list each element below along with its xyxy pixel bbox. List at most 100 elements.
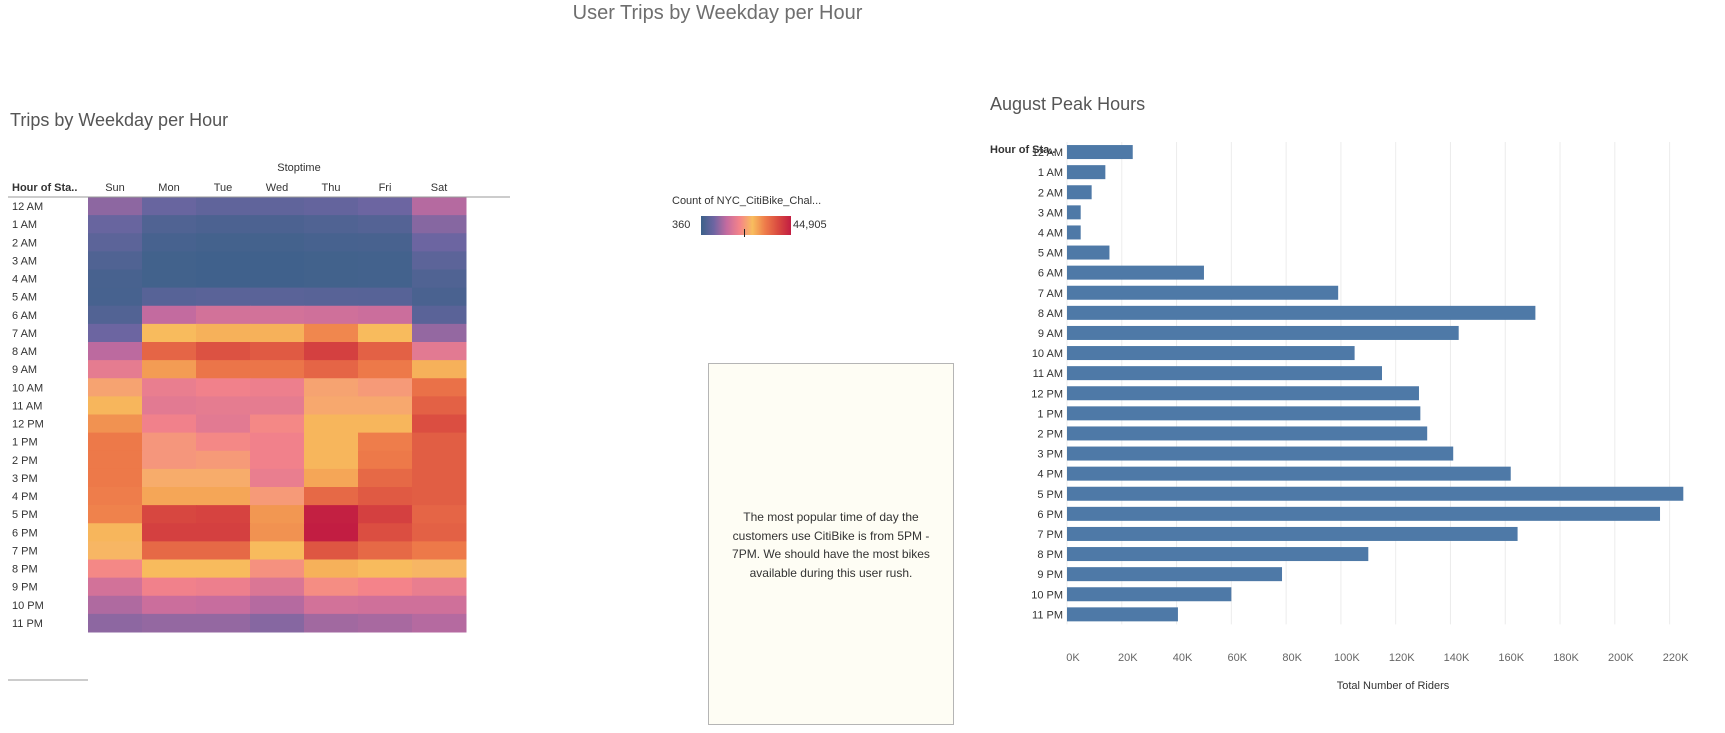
heatmap-cell[interactable] [88, 414, 143, 434]
heatmap-cell[interactable] [304, 559, 359, 579]
heatmap-cell[interactable] [412, 577, 467, 597]
heatmap-cell[interactable] [304, 269, 359, 289]
heatmap-cell[interactable] [358, 269, 413, 289]
heatmap-cell[interactable] [250, 215, 305, 234]
heatmap-cell[interactable] [412, 559, 467, 579]
heatmap-cell[interactable] [88, 197, 143, 216]
heatmap-cell[interactable] [142, 305, 197, 325]
bar[interactable] [1067, 205, 1081, 220]
heatmap-cell[interactable] [358, 414, 413, 434]
heatmap-cell[interactable] [88, 577, 143, 597]
heatmap-cell[interactable] [88, 215, 143, 234]
heatmap-cell[interactable] [250, 577, 305, 597]
heatmap-cell[interactable] [412, 450, 467, 470]
heatmap-cell[interactable] [304, 595, 359, 615]
heatmap-cell[interactable] [250, 613, 305, 633]
heatmap-cell[interactable] [358, 197, 413, 216]
heatmap-cell[interactable] [358, 523, 413, 542]
heatmap-cell[interactable] [142, 323, 197, 343]
heatmap-cell[interactable] [250, 505, 305, 524]
heatmap-cell[interactable] [304, 197, 359, 216]
bar[interactable] [1067, 366, 1382, 381]
heatmap-cell[interactable] [304, 378, 359, 397]
heatmap-cell[interactable] [412, 233, 467, 252]
heatmap-cell[interactable] [196, 541, 251, 560]
heatmap-cell[interactable] [142, 577, 197, 597]
heatmap-cell[interactable] [196, 414, 251, 434]
heatmap-cell[interactable] [250, 197, 305, 216]
heatmap-cell[interactable] [358, 378, 413, 397]
heatmap-cell[interactable] [142, 360, 197, 379]
heatmap-cell[interactable] [196, 487, 251, 506]
heatmap-cell[interactable] [142, 287, 197, 307]
heatmap-cell[interactable] [304, 450, 359, 470]
heatmap-cell[interactable] [196, 360, 251, 379]
heatmap-cell[interactable] [358, 396, 413, 415]
heatmap-cell[interactable] [250, 305, 305, 325]
heatmap-cell[interactable] [358, 505, 413, 524]
bar[interactable] [1067, 225, 1081, 240]
bar[interactable] [1067, 265, 1204, 280]
heatmap-cell[interactable] [304, 287, 359, 307]
heatmap-cell[interactable] [412, 197, 467, 216]
heatmap-cell[interactable] [142, 450, 197, 470]
heatmap-cell[interactable] [304, 396, 359, 415]
heatmap-cell[interactable] [142, 487, 197, 506]
heatmap-cell[interactable] [88, 487, 143, 506]
bar[interactable] [1067, 587, 1232, 602]
heatmap-cell[interactable] [88, 360, 143, 379]
heatmap-cell[interactable] [358, 360, 413, 379]
heatmap-cell[interactable] [88, 251, 143, 270]
bar[interactable] [1067, 285, 1339, 300]
heatmap-cell[interactable] [412, 505, 467, 524]
heatmap-cell[interactable] [142, 197, 197, 216]
heatmap-cell[interactable] [142, 505, 197, 524]
heatmap-cell[interactable] [196, 595, 251, 615]
heatmap-cell[interactable] [304, 577, 359, 597]
heatmap-cell[interactable] [196, 378, 251, 397]
heatmap-cell[interactable] [142, 432, 197, 452]
heatmap-cell[interactable] [358, 323, 413, 343]
heatmap-cell[interactable] [196, 559, 251, 579]
heatmap-cell[interactable] [196, 323, 251, 343]
heatmap-cell[interactable] [88, 613, 143, 633]
heatmap-cell[interactable] [250, 251, 305, 270]
heatmap-cell[interactable] [304, 505, 359, 524]
heatmap-cell[interactable] [250, 487, 305, 506]
heatmap-cell[interactable] [250, 378, 305, 397]
heatmap-cell[interactable] [250, 414, 305, 434]
heatmap-cell[interactable] [88, 378, 143, 397]
heatmap-cell[interactable] [412, 323, 467, 343]
heatmap-cell[interactable] [250, 432, 305, 452]
bar[interactable] [1067, 185, 1092, 200]
heatmap-cell[interactable] [304, 468, 359, 488]
heatmap-cell[interactable] [412, 360, 467, 379]
heatmap-cell[interactable] [358, 305, 413, 325]
heatmap-cell[interactable] [88, 505, 143, 524]
heatmap-cell[interactable] [142, 468, 197, 488]
heatmap-cell[interactable] [358, 287, 413, 307]
heatmap-cell[interactable] [412, 414, 467, 434]
heatmap-cell[interactable] [412, 595, 467, 615]
heatmap-cell[interactable] [196, 468, 251, 488]
heatmap-cell[interactable] [142, 378, 197, 397]
heatmap-cell[interactable] [88, 287, 143, 307]
heatmap-cell[interactable] [88, 342, 143, 361]
heatmap-cell[interactable] [196, 396, 251, 415]
heatmap-cell[interactable] [88, 432, 143, 452]
heatmap-cell[interactable] [304, 215, 359, 234]
heatmap-cell[interactable] [196, 577, 251, 597]
heatmap-cell[interactable] [142, 396, 197, 415]
heatmap-cell[interactable] [304, 613, 359, 633]
heatmap-cell[interactable] [196, 233, 251, 252]
heatmap-cell[interactable] [358, 450, 413, 470]
heatmap-cell[interactable] [358, 577, 413, 597]
heatmap-cell[interactable] [412, 269, 467, 289]
heatmap-cell[interactable] [142, 559, 197, 579]
heatmap-cell[interactable] [196, 432, 251, 452]
heatmap-cell[interactable] [250, 468, 305, 488]
heatmap-cell[interactable] [412, 541, 467, 560]
heatmap-cell[interactable] [304, 487, 359, 506]
heatmap-cell[interactable] [250, 233, 305, 252]
heatmap-cell[interactable] [142, 215, 197, 234]
